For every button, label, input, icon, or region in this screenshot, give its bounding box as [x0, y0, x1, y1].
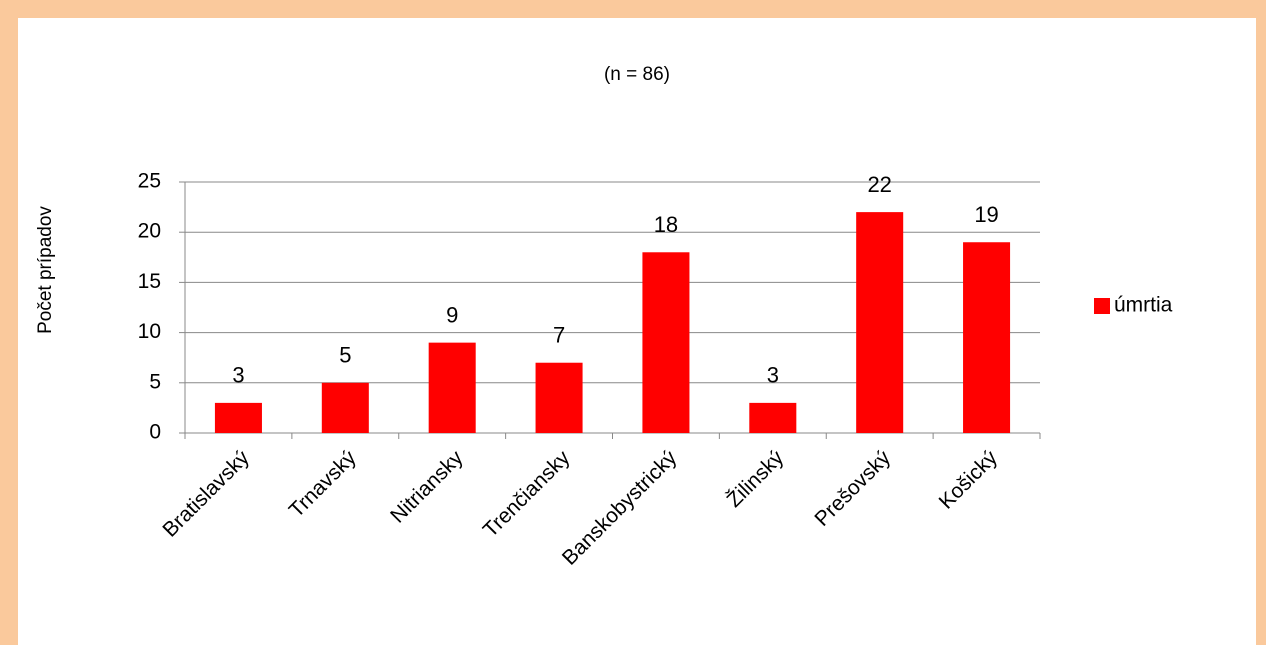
bar [642, 252, 690, 433]
bar [214, 402, 262, 433]
chart-area [18, 18, 1256, 645]
chart-title: (n = 86) [604, 64, 670, 85]
bar [428, 342, 476, 433]
bar [963, 242, 1011, 433]
y-tick-label: 0 [149, 421, 161, 444]
y-tick-label: 5 [149, 370, 161, 393]
bar [321, 382, 369, 433]
value-label: 18 [654, 212, 678, 237]
value-label: 19 [974, 202, 998, 227]
y-tick-label: 10 [138, 320, 161, 343]
value-label: 5 [339, 343, 351, 368]
value-label: 3 [232, 363, 244, 388]
value-label: 3 [767, 363, 779, 388]
y-tick-label: 20 [138, 220, 161, 243]
value-label: 9 [446, 302, 458, 327]
legend-label: úmrtia [1114, 294, 1173, 317]
y-axis-label: Počet prípadov [35, 206, 56, 334]
y-tick-label: 25 [138, 170, 161, 193]
value-label: 22 [867, 172, 891, 197]
bar [749, 402, 797, 433]
bar [856, 212, 904, 433]
legend-swatch [1094, 298, 1110, 314]
value-label: 7 [553, 323, 565, 348]
bar [535, 362, 583, 433]
y-tick-label: 15 [138, 270, 161, 293]
